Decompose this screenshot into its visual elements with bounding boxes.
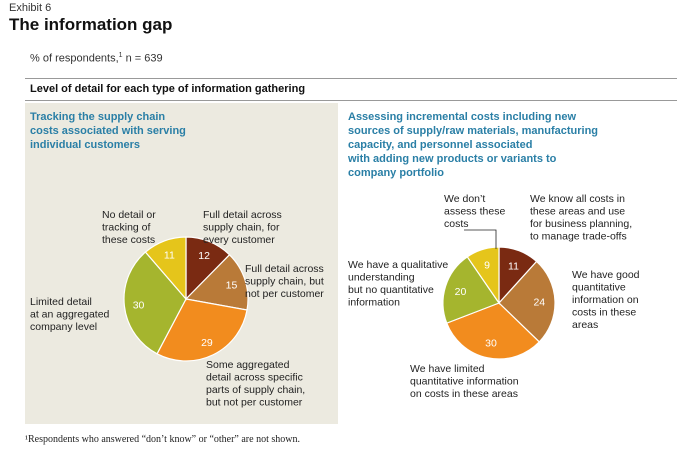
exhibit-label: Exhibit 6 <box>9 2 52 14</box>
right-chart-title-line: sources of supply/raw materials, manufac… <box>348 125 599 137</box>
left-chart-title: Tracking the supply chain costs associat… <box>30 110 186 152</box>
slice-category-label: No detail or tracking of these costs <box>102 209 156 246</box>
right-chart-title: Assessing incremental costs including ne… <box>348 110 598 180</box>
pie-slice <box>498 260 556 343</box>
slice-category-label: We have good quantitative information on co… <box>572 269 640 331</box>
slice-category-label: Full detail across supply chain, but not p… <box>245 263 324 300</box>
left-chart-title-line: individual customers <box>30 139 141 151</box>
footnote: ¹Respondents who answered “don’t know” o… <box>25 434 300 445</box>
subtitle-prefix: % of respondents, <box>30 52 119 65</box>
slice-value-label: 29 <box>201 337 213 349</box>
pie-slice <box>156 298 248 362</box>
page-title: The information gap <box>9 15 173 34</box>
left-chart-title-line: costs associated with serving <box>30 125 186 137</box>
pie-slice <box>144 236 187 301</box>
pie-slice <box>184 253 249 311</box>
divider-top <box>25 78 677 79</box>
leader-line <box>464 229 497 249</box>
slice-value-label: 9 <box>484 259 490 271</box>
slice-category-label: We know all costs in these areas and use f… <box>530 193 632 243</box>
slice-value-label: 30 <box>485 338 497 350</box>
slice-category-label: Full detail across supply chain, for every… <box>203 209 282 246</box>
slice-value-label: 11 <box>164 249 175 261</box>
pie-slice <box>466 246 500 305</box>
slice-value-label: 30 <box>133 299 145 311</box>
right-chart-title-line: Assessing incremental costs including ne… <box>348 111 577 123</box>
slice-category-label: Limited detail at an aggregated company le… <box>30 296 110 333</box>
pie-slice <box>442 255 500 324</box>
subtitle-footnote-mark: 1 <box>118 52 123 59</box>
slice-value-label: 24 <box>533 297 545 309</box>
slice-category-label: Some aggregated detail across specific par… <box>206 359 305 409</box>
slice-category-label: We have a qualitative understanding but no… <box>348 259 448 309</box>
pie-slice <box>445 302 541 360</box>
pie-slice <box>123 251 187 355</box>
slice-category-label: We have limited quantitative information o… <box>410 363 519 400</box>
subtitle: % of respondents,1 n = 639 <box>30 52 163 65</box>
slice-value-label: 20 <box>455 286 467 298</box>
right-chart-title-line: capacity, and personnel associated <box>348 139 533 151</box>
slice-value-label: 12 <box>198 250 210 262</box>
divider-section <box>25 100 677 101</box>
left-chart-title-line: Tracking the supply chain <box>30 111 166 123</box>
subtitle-suffix: n = 639 <box>122 52 163 65</box>
right-chart-title-line: company portfolio <box>348 167 444 179</box>
slice-value-label: 15 <box>226 280 238 292</box>
slice-value-label: 11 <box>508 260 519 272</box>
right-chart-title-line: with adding new products or variants to <box>348 153 557 165</box>
slice-category-label: We don’t assess these costs <box>444 193 505 230</box>
section-label: Level of detail for each type of informa… <box>30 83 306 95</box>
